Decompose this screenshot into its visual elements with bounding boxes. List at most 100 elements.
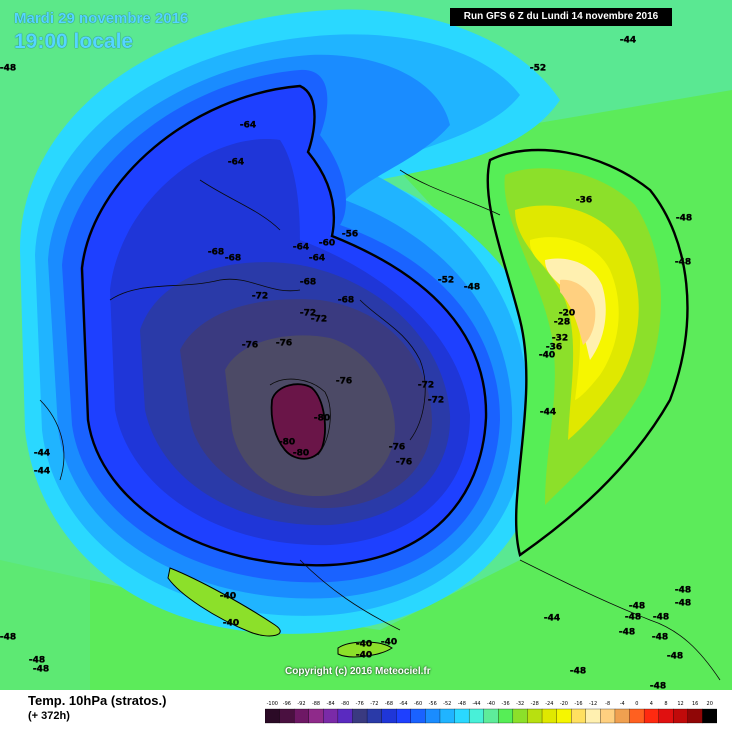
contour-label: -48 <box>570 667 586 677</box>
colorbar-swatch <box>556 708 572 724</box>
colorbar-swatch <box>541 708 557 724</box>
contour-label: -44 <box>544 614 560 624</box>
contour-label: -48 <box>464 283 480 293</box>
contour-label: -44 <box>34 467 50 477</box>
colorbar-tick-label: -96 <box>283 701 291 707</box>
contour-label: -72 <box>418 381 434 391</box>
contour-label: -48 <box>625 613 641 623</box>
lead-time: (+ 372h) <box>28 710 70 722</box>
colorbar-swatch <box>454 708 470 724</box>
colorbar-tick-label: -68 <box>385 701 393 707</box>
colorbar-tick-label: -4 <box>620 701 625 707</box>
contour-label: -48 <box>676 214 692 224</box>
colorbar-swatch <box>614 708 630 724</box>
vortex-core-minus84 <box>271 384 325 459</box>
contour-label: -48 <box>0 64 16 74</box>
colorbar-swatch <box>279 708 295 724</box>
contour-label: -60 <box>319 239 335 249</box>
colorbar-swatch <box>687 708 703 724</box>
contour-label: -44 <box>540 408 556 418</box>
colorbar-tick-label: 16 <box>692 701 698 707</box>
colorbar-swatch <box>468 708 485 724</box>
colorbar-swatch <box>337 708 353 724</box>
colorbar-swatch <box>381 708 397 724</box>
contour-label: -48 <box>667 652 683 662</box>
contour-label: -40 <box>356 640 372 650</box>
colorbar-tick-label: -64 <box>399 701 407 707</box>
contour-label: -48 <box>629 602 645 612</box>
contour-label: -64 <box>309 254 325 264</box>
contour-label: -40 <box>356 651 372 661</box>
colorbar-tick-label: 4 <box>650 701 653 707</box>
contour-label: -44 <box>34 449 50 459</box>
contour-label: -20 <box>559 309 575 319</box>
contour-label: -72 <box>428 396 444 406</box>
contour-label: -40 <box>539 351 555 361</box>
colorbar-swatch <box>658 708 674 724</box>
contour-line-minus64 <box>80 84 488 567</box>
colorbar-tick-label: -8 <box>605 701 610 707</box>
contour-label: -80 <box>279 438 295 448</box>
contour-label: -64 <box>240 121 256 131</box>
contour-label: -48 <box>653 613 669 623</box>
contour-label: -72 <box>311 315 327 325</box>
contour-label: -80 <box>293 449 309 459</box>
contour-label: -40 <box>220 592 236 602</box>
contour-label: -48 <box>0 633 16 643</box>
contour-label: -28 <box>554 318 570 328</box>
colorbar-swatch <box>294 708 310 724</box>
colorbar-tick-label: -52 <box>443 701 451 707</box>
contour-label: -48 <box>619 628 635 638</box>
temperature-colorbar: -100 -96 -92 -88 -84 -80 -76 -72 -68 -64 -60 -56 -52… <box>265 701 717 724</box>
colorbar-tick-label: -28 <box>531 701 539 707</box>
contour-label: -48 <box>652 633 668 643</box>
colorbar-tick-label: -16 <box>574 701 582 707</box>
contour-label: -52 <box>438 276 454 286</box>
colorbar-swatch <box>352 708 368 724</box>
contour-label: -48 <box>675 258 691 268</box>
colorbar-swatch <box>265 708 280 724</box>
colorbar-swatch <box>425 708 441 724</box>
coastlines <box>39 169 721 681</box>
colorbar-tick-label: -48 <box>458 701 466 707</box>
colorbar-tick-label: -84 <box>327 701 335 707</box>
parameter-name: Temp. 10hPa (stratos.) <box>28 693 167 708</box>
contour-label: -76 <box>389 443 405 453</box>
contour-label: -36 <box>576 196 592 206</box>
run-info-box: Run GFS 6 Z du Lundi 14 novembre 2016 <box>450 8 672 26</box>
contour-labels: -48-44-52-64-64-56-60-64-64-68-68-68-68-… <box>0 35 692 690</box>
contour-label: -68 <box>225 254 241 264</box>
contour-label: -68 <box>300 278 316 288</box>
colorbar-swatch <box>702 708 717 724</box>
colorbar-swatch <box>323 708 339 724</box>
contour-label: -68 <box>208 248 224 258</box>
colorbar-swatch <box>483 708 499 724</box>
contour-label: -76 <box>396 458 412 468</box>
contour-label: -64 <box>293 243 309 253</box>
contour-label: -40 <box>223 619 239 629</box>
colorbar-swatch <box>629 708 645 724</box>
contour-label: -36 <box>546 343 562 353</box>
colorbar-tick-label: -56 <box>429 701 437 707</box>
colorbar-tick-label: -44 <box>472 701 480 707</box>
colorbar-swatch <box>643 708 660 724</box>
colorbar-tick-label: -76 <box>356 701 364 707</box>
colorbar-tick-label: 20 <box>707 701 713 707</box>
contour-label: -48 <box>675 586 691 596</box>
colorbar-swatch <box>498 708 514 724</box>
colorbar-swatch <box>571 708 587 724</box>
colorbar-tick-label: -88 <box>312 701 320 707</box>
colorbar-swatch <box>396 708 412 724</box>
warm-core-minus20 <box>560 279 596 345</box>
stratosphere-temperature-map <box>0 0 732 690</box>
contour-label: -64 <box>228 158 244 168</box>
contour-line-minus80 <box>270 383 326 460</box>
colorbar-swatch <box>512 708 528 724</box>
colorbar-tick-label: -92 <box>297 701 305 707</box>
contour-label: -40 <box>381 638 397 648</box>
contour-label: -48 <box>33 665 49 675</box>
colorbar-tick-label: 8 <box>664 701 667 707</box>
colorbar-tick-label: -12 <box>589 701 597 707</box>
colorbar-tick-label: -80 <box>341 701 349 707</box>
